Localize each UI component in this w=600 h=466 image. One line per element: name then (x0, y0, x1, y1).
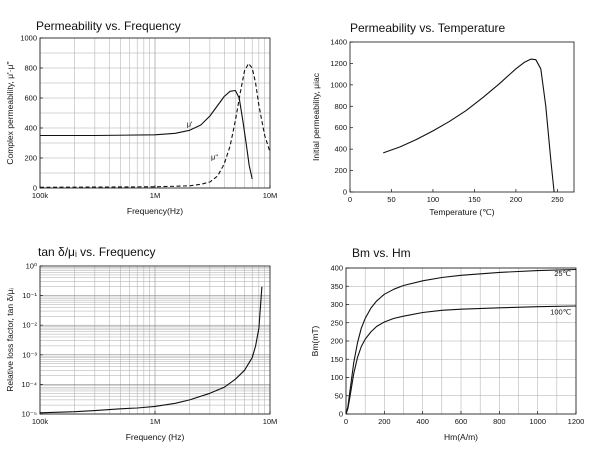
chart-4-series (345, 268, 577, 415)
chart-3-x-tick-label: 1M (150, 417, 160, 426)
chart-1-x-tick-label: 10M (263, 191, 278, 200)
chart-4-y-tick-label: 50 (335, 391, 343, 400)
chart-1-y-tick-label: 600 (24, 94, 37, 103)
chart-permeability-vs-temperature: Permeability vs. Temperature 0 50 100 150 20… (311, 21, 575, 217)
chart-2-x-tick-label: 50 (387, 195, 395, 204)
chart-4-curve-label: 100℃ (550, 307, 572, 316)
chart-1-y-axis-label: Complex permeability, μ'·μ'' (5, 61, 15, 165)
chart-4-y-tick-label: 350 (330, 282, 343, 291)
chart-1-y-tick-label: 1000 (20, 34, 37, 43)
chart-4-annotations: 25℃ 100℃ (550, 269, 572, 316)
chart-4-grid (345, 267, 577, 415)
chart-2-y-tick-label: 1200 (330, 59, 347, 68)
chart-1-ticks: 100k 1M 10M 0 200 400 600 800 1000 (20, 34, 277, 201)
chart-4-x-tick-label: 0 (344, 417, 348, 426)
chart-3-grid (39, 266, 270, 415)
chart-4-y-axis-label: Bm(mT) (310, 325, 320, 356)
chart-2-y-tick-label: 200 (334, 166, 347, 175)
chart-4-y-tick-label: 250 (330, 318, 343, 327)
chart-4-series-line-2 (345, 305, 577, 415)
chart-2-x-axis-label: Temperature (℃) (429, 207, 494, 217)
chart-bm-vs-hm: Bm vs. Hm 0 200 400 600 800 1000 1200 0 50 100 150… (310, 246, 584, 442)
chart-1-x-tick-label: 1M (150, 191, 160, 200)
chart-permeability-vs-frequency: Permeability vs. Frequency 100k 1M 10M 0 200… (5, 19, 277, 216)
chart-2-y-tick-label: 1400 (330, 38, 347, 47)
chart-3-y-tick-label: 10⁻² (22, 321, 37, 330)
chart-4-y-tick-label: 150 (330, 355, 343, 364)
chart-1-curve-label: μ' (187, 120, 193, 129)
chart-2-x-tick-label: 100 (427, 195, 440, 204)
chart-4-x-tick-label: 1200 (568, 417, 585, 426)
chart-2-x-tick-label: 0 (348, 195, 352, 204)
chart-2-y-tick-label: 600 (334, 123, 347, 132)
chart-2-x-tick-label: 150 (468, 195, 481, 204)
chart-1-x-axis-label: Frequency(Hz) (127, 206, 183, 216)
chart-3-y-tick-label: 10⁻³ (22, 350, 37, 359)
chart-3-ticks: 100k 1M 10M 10⁻⁵ 10⁻⁴ 10⁻³ 10⁻² 10⁻¹ 10⁰ (21, 262, 277, 427)
chart-1-y-tick-label: 400 (24, 124, 37, 133)
chart-2-x-tick-label: 200 (510, 195, 523, 204)
chart-1-grid (39, 37, 270, 189)
chart-4-ticks: 0 200 400 600 800 1000 1200 0 50 100 150 200 250 300 3… (330, 264, 584, 427)
chart-4-x-tick-label: 1000 (529, 417, 546, 426)
chart-2-series (383, 58, 555, 193)
chart-2-title: Permeability vs. Temperature (350, 21, 506, 35)
chart-4-x-tick-label: 200 (378, 417, 391, 426)
chart-1-x-tick-label: 100k (32, 191, 49, 200)
chart-3-y-tick-label: 10⁻¹ (22, 291, 37, 300)
chart-3-y-tick-label: 10⁻⁵ (22, 410, 37, 419)
chart-2-y-tick-label: 0 (343, 188, 347, 197)
chart-3-title: tan δ/μᵢ vs. Frequency (38, 245, 156, 259)
chart-3-series (39, 286, 263, 414)
chart-2-y-tick-label: 1000 (330, 80, 347, 89)
chart-4-y-tick-label: 0 (339, 410, 343, 419)
chart-1-y-tick-label: 0 (33, 184, 37, 193)
chart-2-y-tick-label: 400 (334, 145, 347, 154)
chart-4-y-tick-label: 400 (330, 264, 343, 273)
chart-1-y-tick-label: 800 (24, 64, 37, 73)
chart-2-x-tick-label: 250 (551, 195, 564, 204)
chart-4-x-tick-label: 400 (416, 417, 429, 426)
chart-1-series-line-2 (39, 62, 271, 188)
chart-4-curve-label: 25℃ (554, 269, 571, 278)
chart-3-series-line-1 (39, 286, 263, 414)
chart-4-y-tick-label: 200 (330, 337, 343, 346)
chart-2-frame (349, 41, 575, 193)
chart-3-x-tick-label: 100k (32, 417, 49, 426)
chart-4-title: Bm vs. Hm (352, 246, 411, 260)
chart-2-y-axis-label: Initial permeability, μiac (311, 72, 321, 161)
chart-4-x-axis-label: Hm(A/m) (444, 432, 478, 442)
chart-2-series-line-1 (383, 58, 555, 193)
chart-loss-factor-vs-frequency: tan δ/μᵢ vs. Frequency 100k 1M 10M 10⁻⁵ 10⁻⁴… (5, 245, 277, 442)
chart-1-annotations: μ' μ'' (187, 120, 219, 162)
chart-4-x-tick-label: 800 (493, 417, 506, 426)
chart-3-x-axis-label: Frequency (Hz) (126, 432, 185, 442)
chart-2-ticks: 0 50 100 150 200 250 0 200 400 600 800 1000 1200 1400 (330, 38, 563, 205)
chart-4-y-tick-label: 100 (330, 373, 343, 382)
chart-2-y-tick-label: 800 (334, 102, 347, 111)
chart-4-series-line-1 (345, 268, 577, 415)
chart-1-title: Permeability vs. Frequency (36, 19, 181, 33)
chart-4-x-tick-label: 600 (455, 417, 468, 426)
chart-3-y-tick-label: 10⁻⁴ (21, 380, 37, 389)
chart-3-y-tick-label: 10⁰ (26, 262, 37, 271)
chart-4-y-tick-label: 300 (330, 300, 343, 309)
chart-1-series-line-1 (40, 89, 253, 180)
chart-3-x-tick-label: 10M (263, 417, 278, 426)
chart-1-curve-label: μ'' (211, 153, 219, 162)
chart-1-y-tick-label: 200 (24, 154, 37, 163)
chart-1-series (39, 62, 271, 188)
chart-3-y-axis-label: Relative loss factor, tan δ/μᵢ (5, 288, 15, 392)
